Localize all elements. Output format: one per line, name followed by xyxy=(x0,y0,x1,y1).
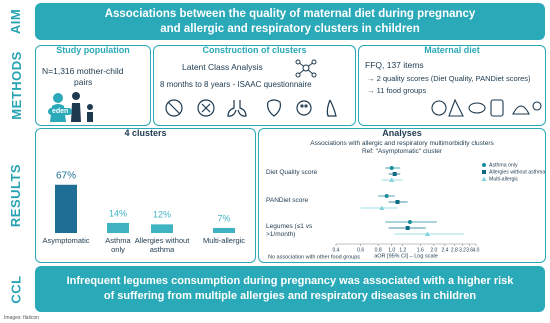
period-text: 8 months to 8 years - ISAAC questionnair… xyxy=(160,80,312,89)
category-label: Multi-allergic xyxy=(202,236,246,245)
aim-text: Associations between the quality of mate… xyxy=(104,7,476,20)
aim-banner: Associations between the quality of mate… xyxy=(35,3,545,40)
box-title: Maternal diet xyxy=(424,45,480,55)
conclusion-banner: Infrequent legumes consumption during pr… xyxy=(35,266,545,312)
method-text: Latent Class Analysis xyxy=(182,62,263,72)
x-tick-label: 0.8 xyxy=(375,247,382,253)
chart-title: Analyses xyxy=(382,128,422,138)
x-tick-label: 0.6 xyxy=(357,247,364,253)
point xyxy=(389,177,395,182)
legend-label: Allergies without asthma xyxy=(489,169,545,175)
legend-label: Multi-allergic xyxy=(489,176,519,182)
point xyxy=(384,194,389,198)
x-tick-label: 1.0 xyxy=(388,247,395,253)
row-label: Diet Quality score xyxy=(266,169,318,176)
bar xyxy=(151,224,173,233)
value-label: 14% xyxy=(109,208,127,218)
box-title: Study population xyxy=(56,45,130,55)
point xyxy=(395,200,400,204)
point xyxy=(424,231,430,236)
note: No association with other food groups xyxy=(268,254,360,260)
diet-item-text: 11 food groups xyxy=(376,86,427,95)
row-label: PANDiet score xyxy=(266,197,309,204)
diet-item: → 2 quality scores (Diet Quality, PANDie… xyxy=(367,74,531,83)
x-tick-label: 2.0 xyxy=(430,247,437,253)
x-axis-label: aOR [95% CI] – Log scale xyxy=(374,253,438,259)
chart-title: 4 clusters xyxy=(124,128,167,138)
maternal-diet-box: Maternal diet FFQ, 137 items → 2 quality… xyxy=(358,45,546,126)
value-label: 12% xyxy=(153,210,171,220)
legend-marker xyxy=(482,170,486,174)
legend-marker xyxy=(481,176,487,181)
value-label: 67% xyxy=(56,170,76,181)
point xyxy=(379,205,385,210)
family-icon xyxy=(50,92,93,122)
bar xyxy=(107,222,129,233)
bar xyxy=(55,184,77,233)
point xyxy=(405,226,410,230)
section-text: METHODS xyxy=(8,50,24,120)
point xyxy=(389,166,394,170)
conclusion-text: Infrequent legumes consumption during pr… xyxy=(66,275,514,287)
chart-subtitle: Associations with allergic and respirato… xyxy=(310,140,494,147)
section-label: CCL xyxy=(2,266,30,313)
network-icon xyxy=(295,59,317,78)
credit: Images: flaticon xyxy=(4,315,40,321)
x-tick-label: 2.4 xyxy=(441,247,448,253)
x-tick-label: 4.0 xyxy=(473,247,480,253)
category-label: Asymptomatic xyxy=(42,236,90,245)
section-text: RESULTS xyxy=(8,163,24,227)
section-label: AIM xyxy=(2,3,30,40)
conclusion-text: of suffering from multiple allergies and… xyxy=(103,290,477,302)
bar-chart: 67% 14% 12% 7% xyxy=(55,170,235,233)
ffq-text: FFQ, 137 items xyxy=(365,60,424,70)
diet-item-text: 2 quality scores (Diet Quality, PANDiet … xyxy=(376,74,531,83)
x-tick-label: 0.4 xyxy=(333,247,340,253)
box-title: Construction of clusters xyxy=(202,45,307,55)
reference-text: Ref: "Asymptomatic" cluster xyxy=(361,148,443,155)
x-tick-label: 1.2 xyxy=(399,247,406,253)
value-label: 7% xyxy=(217,213,230,223)
x-tick-label: 3.2 xyxy=(459,247,466,253)
aim-text: and allergic and respiratory clusters in… xyxy=(160,22,420,35)
section-text: CCL xyxy=(8,275,24,304)
category-label: Asthma only xyxy=(105,236,131,254)
eden-logo: eden xyxy=(48,108,73,115)
clusters-construction-box: Construction of clusters Latent Class An… xyxy=(153,45,356,126)
food-icons xyxy=(431,98,542,117)
symptom-icons xyxy=(165,99,337,117)
forest-plot: 0.4 0.6 0.8 1.0 1.2 1.6 2.0 2.4 2.8 3.2 3.6 4.0 aOR … xyxy=(268,162,545,260)
x-tick-label: 2.8 xyxy=(451,247,458,253)
clusters-box: 4 clusters xyxy=(35,128,256,263)
bar xyxy=(213,227,235,233)
study-population-box: Study population N=1,316 mother-child pa… xyxy=(35,45,151,126)
population-text: pairs xyxy=(74,77,93,87)
section-text: AIM xyxy=(8,8,24,35)
legend-marker xyxy=(482,163,486,167)
diet-item: → 11 food groups xyxy=(367,86,427,95)
section-label: METHODS xyxy=(2,45,30,125)
x-tick-label: 1.6 xyxy=(417,247,424,253)
row-label: Legumes (≤1 vs >1/month) xyxy=(266,223,313,238)
point xyxy=(407,220,412,224)
population-text: N=1,316 mother-child xyxy=(42,66,124,76)
point xyxy=(392,172,397,176)
analyses-box: Analyses Associations with allergic and … xyxy=(258,128,546,263)
x-tick-label: 3.6 xyxy=(466,247,473,253)
category-label: Allergies without asthma xyxy=(134,236,190,254)
section-label: RESULTS xyxy=(2,128,30,262)
legend-label: Asthma only xyxy=(489,162,518,168)
